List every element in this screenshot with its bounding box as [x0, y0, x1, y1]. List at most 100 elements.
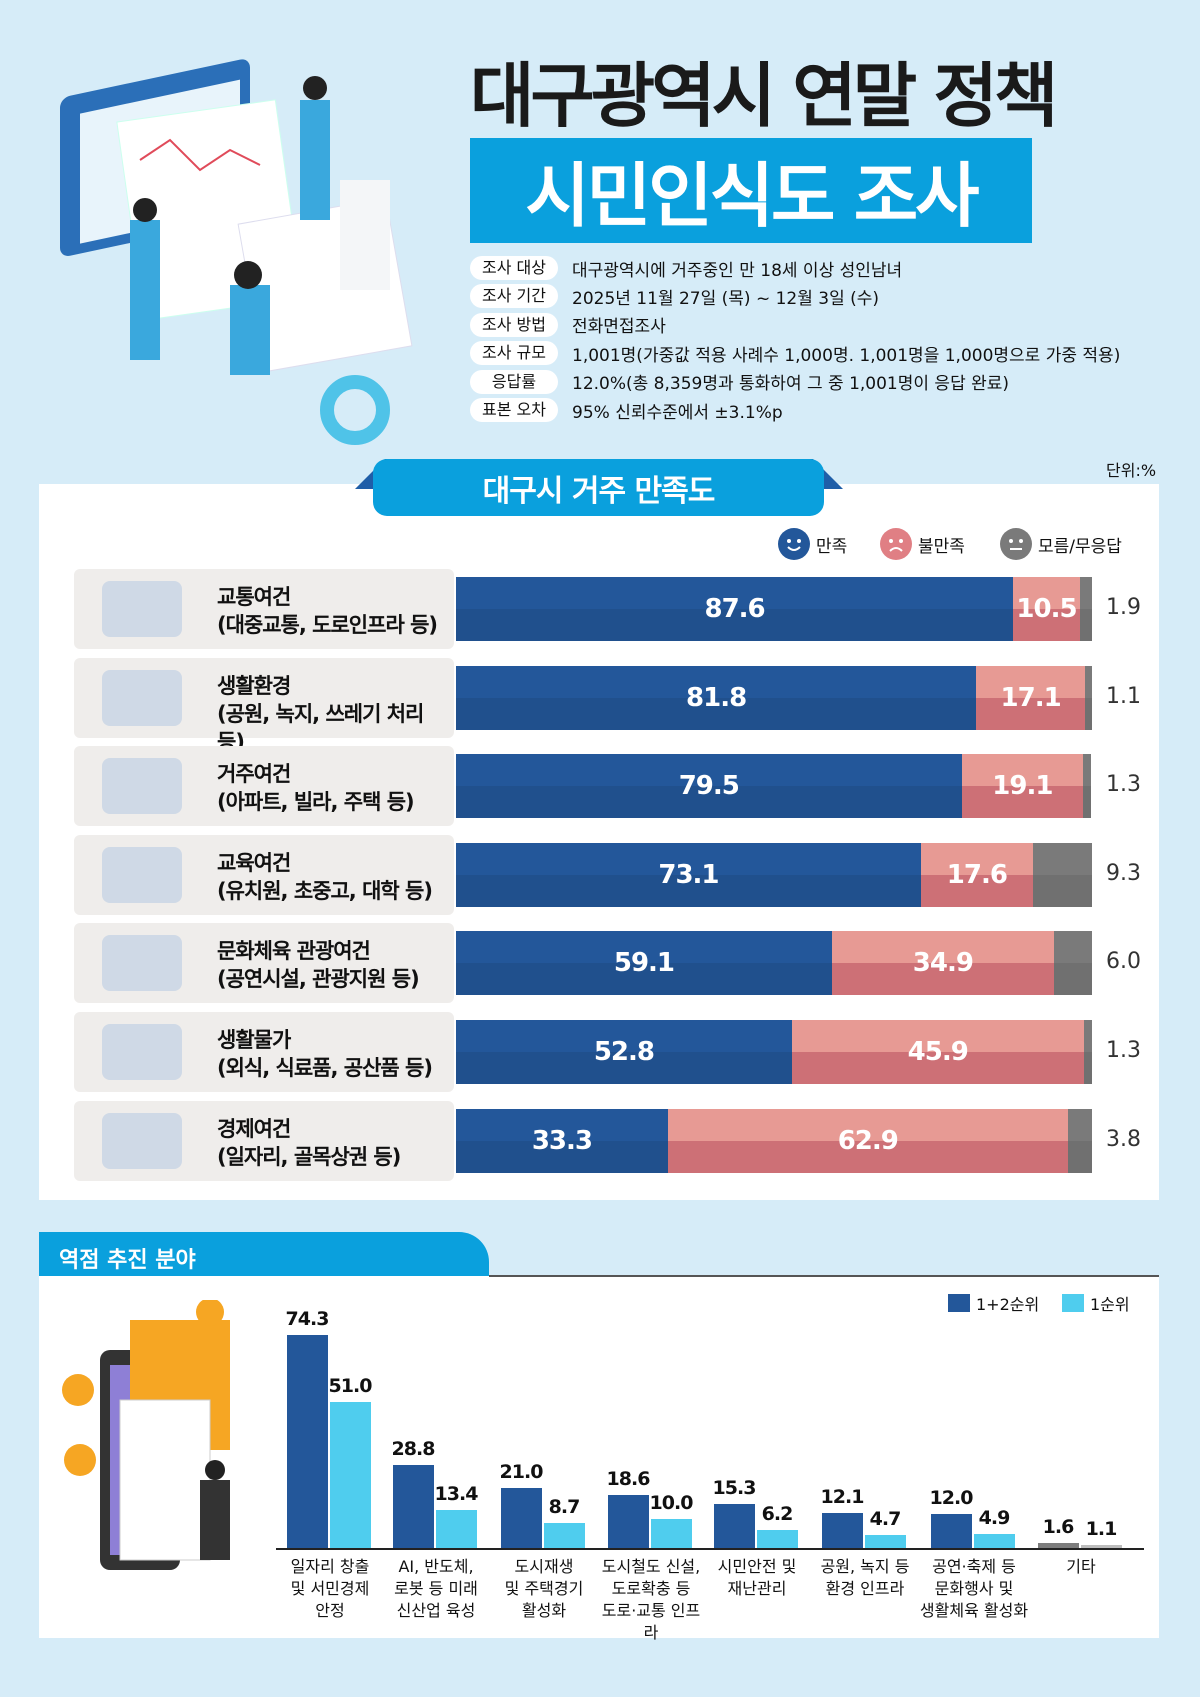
money-icon [102, 1112, 182, 1169]
bar-rank12 [287, 1334, 328, 1548]
bar-segment-unknown [1079, 577, 1093, 641]
stacked-bar: 73.1 17.6 [456, 842, 1093, 907]
legend-item: 불만족 [880, 528, 965, 560]
survey-info-value: 1,001명(가중값 적용 사례수 1,000명. 1,001명을 1,000명… [572, 345, 1121, 366]
category-label: 거주여건 (아파트, 빌라, 주택 등) [74, 746, 454, 827]
category-name: 문화체육 관광여건 [217, 939, 371, 964]
bar-value: 62.9 [837, 1125, 899, 1156]
bar-rank1 [1081, 1544, 1122, 1548]
category-name: 교통여건 [217, 585, 291, 609]
bar-value: 10.5 [1016, 594, 1077, 624]
survey-info-key: 응답률 [470, 369, 558, 394]
survey-info-key: 조사 대상 [470, 256, 558, 280]
bar-value: 10.0 [649, 1492, 694, 1515]
bar-segment-unknown [1085, 665, 1092, 730]
category-line: 일자리 창출 [290, 1557, 370, 1576]
survey-info-value: 12.0%(총 8,359명과 통화하여 그 중 1,001명이 응답 완료) [572, 374, 1010, 395]
legend-item: 1+2순위 [948, 1291, 1039, 1315]
park-icon [102, 669, 182, 726]
category-label: 도시철도 신설, 도로확충 등 도로·교통 인프라 [595, 1556, 707, 1644]
bar-rank12 [501, 1487, 542, 1548]
phone-illustration [62, 1300, 230, 1570]
bar-rank12 [1038, 1543, 1079, 1548]
legend-item: 만족 [778, 528, 847, 560]
bar-value: 6.2 [761, 1503, 794, 1526]
bar-value: 33.3 [531, 1125, 593, 1156]
category-line: 로봇 등 미래 [394, 1579, 478, 1598]
basket-icon [102, 1024, 182, 1080]
bar-rank1 [436, 1509, 477, 1548]
bar-segment-satisfied: 73.1 [456, 842, 921, 907]
category-line: 및 주택경기 [504, 1579, 584, 1598]
bar-value: 45.9 [907, 1037, 969, 1067]
unknown-value: 1.3 [1106, 772, 1141, 798]
category-text: 교통여건 (대중교통, 도로인프라 등) [217, 583, 438, 639]
bus-icon [102, 581, 182, 637]
category-line: 활성화 [521, 1601, 567, 1620]
neutral-face-icon [1000, 528, 1032, 560]
survey-info-key: 표본 오차 [470, 398, 558, 422]
category-label: 교통여건 (대중교통, 도로인프라 등) [74, 569, 454, 649]
bar-value: 13.4 [434, 1482, 479, 1505]
category-label: AI, 반도체, 로봇 등 미래 신산업 육성 [380, 1556, 492, 1622]
page-subtitle: 시민인식도 조사 [470, 138, 1032, 243]
bar-rank1 [757, 1530, 798, 1548]
bar-value: 15.3 [712, 1477, 757, 1500]
category-line: 도로·교통 인프라 [601, 1601, 701, 1642]
unknown-value: 9.3 [1106, 860, 1141, 886]
bar-value: 73.1 [658, 859, 719, 890]
category-label: 기타 [1025, 1556, 1137, 1578]
category-name: 교육여건 [217, 850, 291, 875]
survey-info-row: 응답률 12.0%(총 8,359명과 통화하여 그 중 1,001명이 응답 완… [470, 369, 1009, 395]
legend-label: 1+2순위 [976, 1295, 1040, 1314]
bar-rank12 [393, 1465, 434, 1548]
category-label: 문화체육 관광여건 (공연시설, 관광지원 등) [74, 923, 454, 1004]
bar-segment-satisfied: 59.1 [456, 931, 832, 996]
category-label: 시민안전 및 재난관리 [701, 1556, 813, 1600]
category-line: 기타 [1066, 1557, 1096, 1576]
bar-value: 4.9 [978, 1506, 1011, 1529]
legend-label: 모름/무응답 [1038, 536, 1122, 557]
bar-rank12 [931, 1513, 972, 1548]
bar-rank12 [822, 1513, 863, 1548]
bar-segment-satisfied: 81.8 [456, 665, 977, 730]
bar-value: 52.8 [593, 1037, 655, 1067]
bar-rank1 [544, 1523, 585, 1548]
bar-segment-unknown [1067, 1108, 1093, 1173]
bar-value: 19.1 [992, 771, 1053, 802]
legend-item: 모름/무응답 [1000, 528, 1122, 560]
school-icon [102, 846, 182, 903]
unit-label: 단위:% [1106, 461, 1157, 480]
category-text: 생활환경 (공원, 녹지, 쓰레기 처리 등) [217, 672, 454, 756]
bar-segment-satisfied: 87.6 [456, 577, 1014, 641]
x-axis [276, 1548, 1144, 1550]
page-title: 대구광역시 연말 정책 [470, 55, 1058, 137]
category-line: 생활체육 활성화 [919, 1601, 1029, 1620]
category-label: 경제여건 (일자리, 골목상권 등) [74, 1100, 454, 1181]
bar-segment-unknown [1083, 1020, 1093, 1084]
stacked-bar: 59.1 34.9 [456, 931, 1093, 996]
bar-value: 28.8 [391, 1438, 436, 1461]
category-label: 공연·축제 등 문화행사 및 생활체육 활성화 [918, 1556, 1030, 1622]
happy-face-icon [778, 528, 810, 560]
category-sub: (공연시설, 관광지원 등) [217, 967, 420, 992]
category-line: 공원, 녹지 등 [820, 1557, 910, 1576]
bar-value: 81.8 [686, 682, 747, 713]
bar-segment-unknown [1032, 842, 1093, 907]
category-name: 거주여건 [217, 762, 291, 787]
bar-segment-dissatisfied: 17.6 [920, 842, 1033, 907]
legend-label: 불만족 [918, 536, 965, 557]
survey-info-row: 조사 규모 1,001명(가중값 적용 사례수 1,000명. 1,001명을 1… [470, 340, 1120, 366]
bar-segment-satisfied: 52.8 [456, 1020, 792, 1084]
unknown-value: 1.3 [1106, 1038, 1141, 1063]
legend-label: 만족 [816, 536, 848, 557]
bar-value: 4.7 [869, 1507, 902, 1530]
category-sub: (아파트, 빌라, 주택 등) [217, 790, 415, 815]
category-line: 환경 인프라 [825, 1579, 905, 1598]
survey-info-row: 표본 오차 95% 신뢰수준에서 ±3.1%p [470, 397, 783, 423]
category-sub: (외식, 식료품, 공산품 등) [217, 1056, 433, 1080]
bar-segment-dissatisfied: 17.1 [976, 665, 1085, 730]
survey-info-key: 조사 규모 [470, 341, 558, 366]
bar-value: 51.0 [328, 1374, 373, 1397]
bar-value: 21.0 [499, 1460, 544, 1483]
